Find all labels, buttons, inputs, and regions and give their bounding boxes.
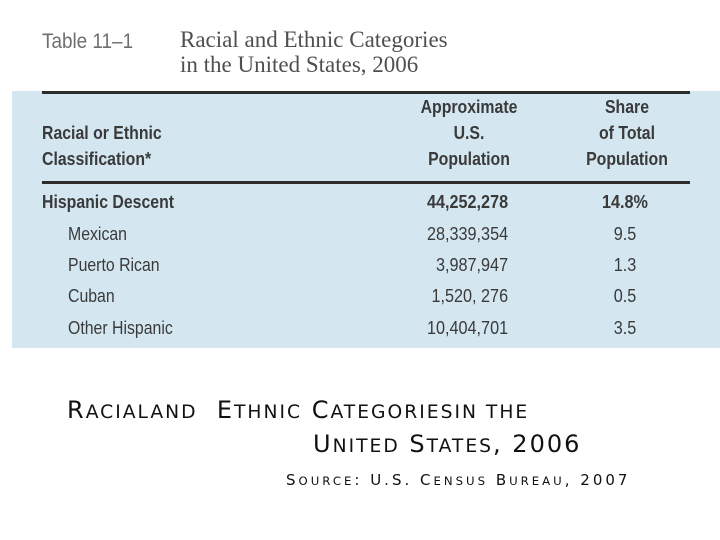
caption-text: , 2006 bbox=[493, 430, 582, 458]
caption-text: THNIC bbox=[234, 402, 303, 423]
table-number: Table 11–1 bbox=[42, 30, 134, 53]
row-share: 9.5 bbox=[613, 224, 637, 244]
table-row: Mexican 28,339,354 9.5 bbox=[12, 219, 720, 250]
header-text: of Total bbox=[598, 123, 656, 143]
row-share: 14.8% bbox=[602, 192, 648, 212]
row-category: Mexican bbox=[68, 224, 127, 244]
row-population: 28,339,354 bbox=[426, 224, 508, 244]
table-row: Puerto Rican 3,987,947 1.3 bbox=[12, 250, 720, 281]
caption-text: ENSUS bbox=[433, 474, 489, 488]
row-category: Hispanic Descent bbox=[42, 192, 175, 212]
table-scan: Table 11–1 Racial and Ethnic Categories … bbox=[12, 8, 720, 348]
caption-text: , 2007 bbox=[564, 471, 631, 489]
caption-text: S bbox=[409, 430, 427, 458]
caption-text: C bbox=[420, 471, 434, 489]
header-text: Population bbox=[428, 149, 510, 169]
column-header-classification: Racial or Ethnic Classification* bbox=[42, 120, 162, 172]
row-share: 0.5 bbox=[613, 286, 637, 306]
row-population: 3,987,947 bbox=[435, 255, 508, 275]
caption-text: : U.S. bbox=[354, 471, 413, 489]
row-category: Cuban bbox=[68, 286, 115, 306]
caption-text: AND bbox=[150, 402, 198, 423]
caption-source: SOURCE: U.S. CENSUS BUREAU, 2007 bbox=[286, 471, 630, 489]
caption-text: U bbox=[313, 430, 333, 458]
header-rule bbox=[42, 181, 690, 184]
row-population: 10,404,701 bbox=[426, 318, 508, 338]
caption-text: NITED bbox=[332, 436, 400, 457]
caption-text: TATES bbox=[426, 436, 494, 457]
header-text: U.S. bbox=[453, 123, 485, 143]
column-header-share: Share of Total Population bbox=[579, 94, 676, 172]
caption-text: S bbox=[286, 471, 299, 489]
caption-text: OURCE bbox=[298, 474, 355, 488]
caption-text: C bbox=[311, 396, 331, 424]
table-header-area bbox=[12, 8, 720, 91]
header-text: Racial or Ethnic bbox=[42, 123, 162, 143]
caption-line-1: RACIALAND ETHNIC CATEGORIESIN THE bbox=[67, 396, 529, 424]
table-title: Racial and Ethnic Categories in the Unit… bbox=[180, 27, 448, 77]
header-text: Share bbox=[604, 97, 650, 117]
column-header-population: Approximate U.S. Population bbox=[412, 94, 526, 172]
top-rule bbox=[42, 91, 690, 94]
row-population: 1,520, 276 bbox=[431, 286, 508, 306]
caption-text: E bbox=[216, 396, 234, 424]
table-row: Other Hispanic 10,404,701 3.5 bbox=[12, 313, 720, 344]
caption-text: ATEGORIES bbox=[330, 402, 455, 423]
table-title-line-2: in the United States, 2006 bbox=[180, 52, 419, 77]
row-category: Puerto Rican bbox=[68, 255, 160, 275]
row-share: 3.5 bbox=[613, 318, 637, 338]
row-category: Other Hispanic bbox=[68, 318, 173, 338]
caption-text: R bbox=[67, 396, 86, 424]
row-population: 44,252,278 bbox=[426, 192, 508, 212]
table-row: Cuban 1,520, 276 0.5 bbox=[12, 281, 720, 312]
table-row: Hispanic Descent 44,252,278 14.8% bbox=[12, 187, 720, 218]
caption-line-2: UNITED STATES, 2006 bbox=[313, 430, 581, 458]
row-share: 1.3 bbox=[613, 255, 637, 275]
caption-text: B bbox=[495, 471, 510, 489]
header-text: Classification* bbox=[42, 149, 152, 169]
caption-text: IN THE bbox=[454, 402, 530, 423]
header-text: Population bbox=[586, 149, 668, 169]
caption-text: UREAU bbox=[509, 474, 565, 488]
caption-text: ACIAL bbox=[85, 402, 151, 423]
table-title-line-1: Racial and Ethnic Categories bbox=[180, 27, 448, 52]
header-text: Approximate bbox=[420, 97, 518, 117]
